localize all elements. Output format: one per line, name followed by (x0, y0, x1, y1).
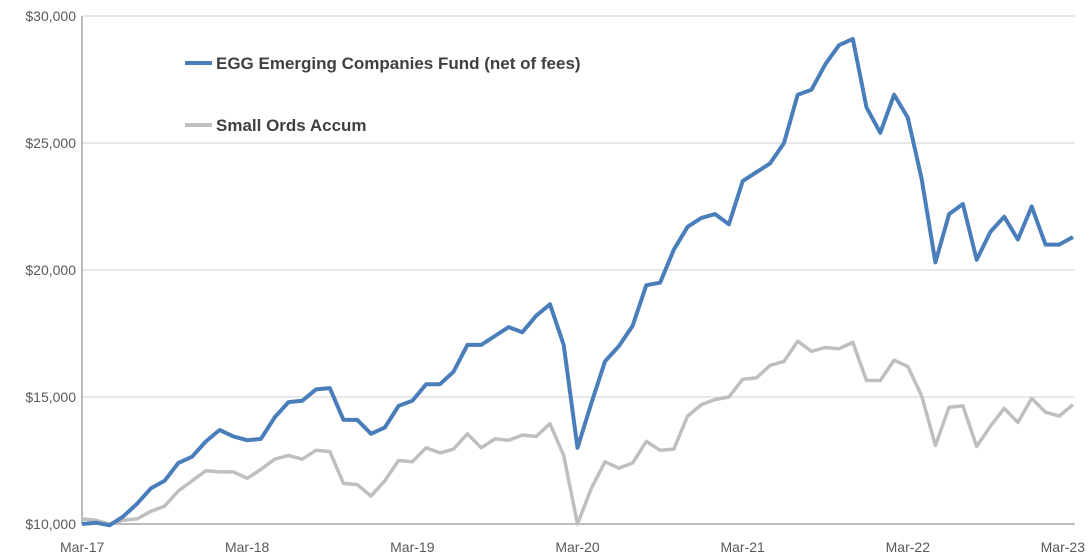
series-line-egg-fund (81, 36, 1074, 528)
x-tick-label: Mar-21 (720, 539, 765, 555)
y-tick-label: $10,000 (25, 516, 76, 532)
x-tick-label: Mar-19 (390, 539, 435, 555)
gridlines (82, 15, 1075, 398)
y-tick-label: $30,000 (25, 8, 76, 24)
series-lines (81, 36, 1075, 528)
y-axis-ticks: $10,000 $15,000 $20,000 $25,000 $30,000 (25, 8, 76, 532)
x-axis-ticks: Mar-17 Mar-18 Mar-19 Mar-20 Mar-21 Mar-22 Mar-… (60, 539, 1085, 555)
series-line-small-ords (81, 339, 1075, 526)
legend-label-small-ords: Small Ords Accum (216, 116, 367, 135)
x-tick-label: Mar-20 (555, 539, 600, 555)
y-tick-label: $25,000 (25, 135, 76, 151)
legend-label-egg-fund: EGG Emerging Companies Fund (net of fees… (216, 54, 581, 73)
y-tick-label: $20,000 (25, 262, 76, 278)
y-tick-label: $15,000 (25, 389, 76, 405)
x-tick-label: Mar-22 (886, 539, 931, 555)
x-tick-label: Mar-23 (1041, 539, 1086, 555)
legend: EGG Emerging Companies Fund (net of fees… (185, 54, 581, 135)
x-tick-label: Mar-18 (225, 539, 270, 555)
x-tick-label: Mar-17 (60, 539, 105, 555)
